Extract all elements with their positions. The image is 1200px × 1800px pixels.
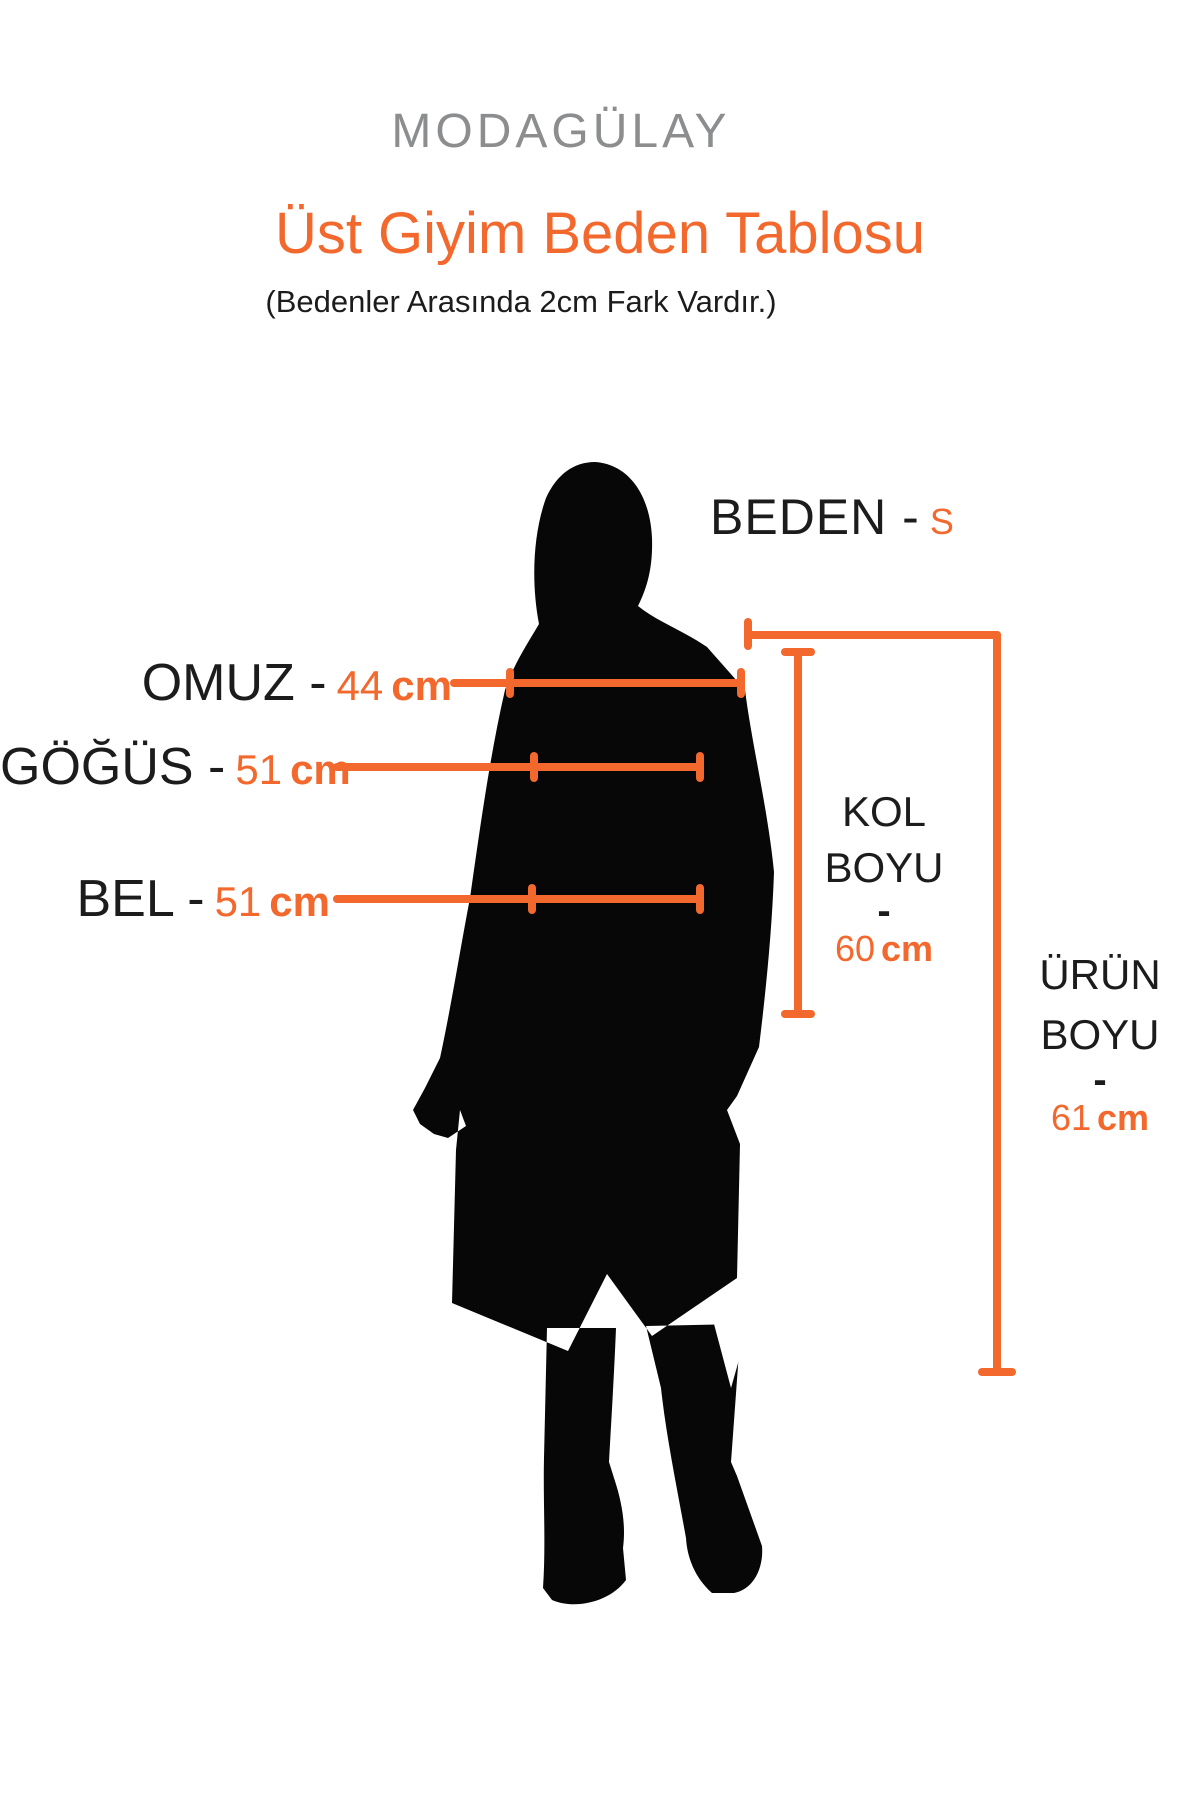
size-label-text: BEDEN -	[710, 489, 920, 545]
urun-boyu-dash: -	[1093, 1058, 1107, 1102]
gogus-label: GÖĞÜS -	[0, 738, 226, 796]
omuz-unit: cm	[391, 662, 452, 709]
urun-boyu-label-line2: BOYU	[1040, 1011, 1160, 1058]
bel-measurement: BEL -51 cm	[0, 873, 330, 925]
gogus-tick-right	[696, 752, 704, 782]
kol-boyu-dash: -	[877, 889, 891, 933]
urun-boyu-measurement: ÜRÜN BOYU - 61 cm	[1015, 945, 1185, 1141]
gogus-measurement: GÖĞÜS -51 cm	[0, 738, 351, 796]
bel-value: 51	[214, 878, 262, 925]
kol-boyu-cap-bottom	[781, 1010, 815, 1018]
bel-tick-right	[696, 884, 704, 914]
kol-boyu-measurement: KOL BOYU - 60 cm	[800, 784, 968, 972]
urun-boyu-label-line1: ÜRÜN	[1039, 951, 1161, 998]
page-title: Üst Giyim Beden Tablosu	[274, 201, 926, 266]
gogus-tick-left	[530, 752, 538, 782]
urun-boyu-top-line	[744, 631, 1001, 639]
kol-boyu-cap-top	[781, 648, 815, 656]
bel-unit: cm	[269, 878, 330, 925]
omuz-measurement: OMUZ -44 cm	[0, 657, 452, 709]
kol-boyu-label-line2: BOYU	[824, 844, 944, 891]
gogus-value: 51	[235, 746, 283, 793]
omuz-tick-right	[737, 668, 745, 698]
page-subtitle: (Bedenler Arasında 2cm Fark Vardır.)	[265, 284, 777, 319]
urun-boyu-cap-bottom	[978, 1368, 1016, 1376]
kol-boyu-value: 60 cm	[834, 928, 934, 969]
bel-tick-left	[528, 884, 536, 914]
omuz-tick-left	[506, 668, 514, 698]
urun-boyu-value: 61 cm	[1050, 1097, 1150, 1138]
kol-boyu-label-line1: KOL	[841, 788, 927, 835]
kol-boyu-line	[794, 652, 802, 1018]
bel-measure-line	[333, 895, 704, 903]
silhouette-body	[413, 462, 774, 1605]
urun-boyu-line	[993, 631, 1001, 1376]
omuz-label: OMUZ -	[141, 654, 327, 712]
omuz-measure-line	[450, 679, 745, 687]
silhouette-hem-notch	[714, 1321, 750, 1388]
size-label: BEDEN -S	[710, 491, 955, 543]
woman-silhouette	[413, 462, 774, 1605]
omuz-value: 44	[336, 662, 384, 709]
bel-label: BEL -	[76, 870, 205, 928]
brand-logo: MODAGÜLAY	[391, 105, 731, 158]
size-value: S	[929, 501, 955, 542]
gogus-measure-line	[333, 763, 704, 771]
